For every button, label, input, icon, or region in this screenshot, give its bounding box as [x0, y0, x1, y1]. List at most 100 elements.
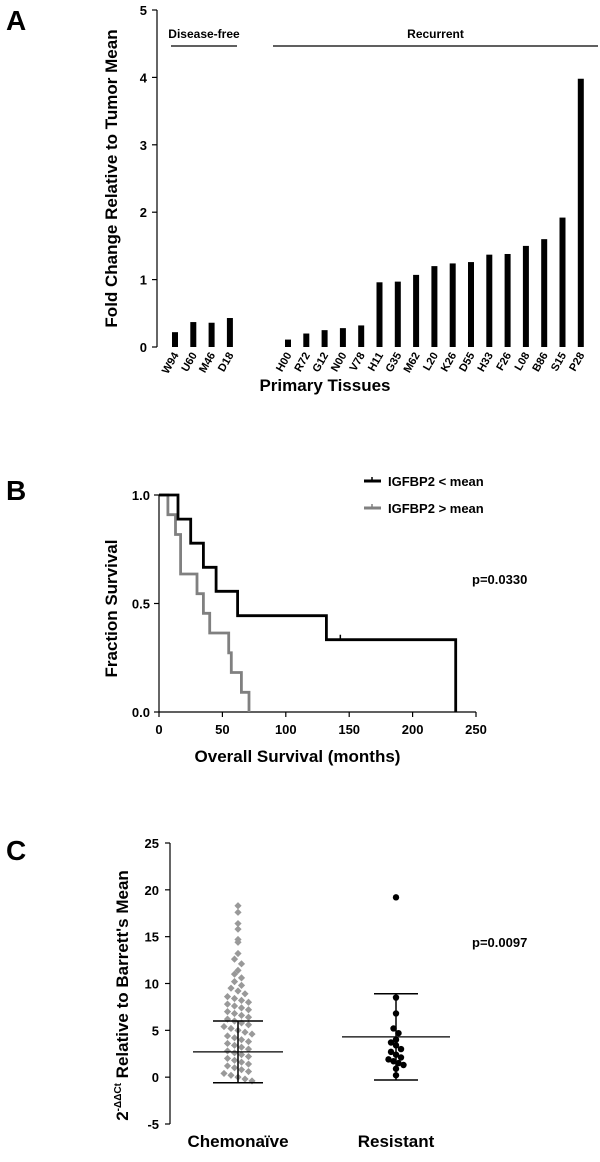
- data-point: [237, 1036, 246, 1044]
- y-axis-title: 2-ΔΔCt Relative to Barrett's Mean: [113, 870, 132, 1121]
- data-point: [237, 981, 246, 989]
- x-tick-label: H11: [366, 351, 386, 374]
- panel-b-survival-chart: 0.0 0.5 1.0 0 50 100 150 200 250 Fraction Surviva…: [102, 474, 527, 766]
- x-tick-label: 250: [465, 722, 487, 737]
- data-point: [234, 949, 242, 958]
- data-point: [387, 1048, 395, 1056]
- x-tick-label: F26: [494, 351, 514, 373]
- data-point: [244, 1060, 253, 1068]
- data-point: [234, 938, 242, 946]
- data-point: [234, 908, 242, 916]
- data-point: [241, 1075, 249, 1083]
- data-point: [230, 1009, 239, 1018]
- x-tick-label: H00: [274, 351, 294, 374]
- data-point: [248, 1030, 256, 1038]
- data-point: [223, 993, 232, 1001]
- bar: [504, 253, 511, 347]
- x-tick-label: M46: [197, 351, 218, 376]
- data-point: [223, 1039, 232, 1048]
- p-value-annotation: p=0.0330: [472, 572, 527, 587]
- data-point: [397, 1045, 405, 1053]
- data-point: [390, 1058, 397, 1065]
- data-point: [237, 1051, 246, 1059]
- panel-a-bar-chart: 0 1 2 3 4 5 Fold Change Relative to Tumor Mean…: [102, 3, 598, 395]
- x-tick-label: L08: [513, 351, 533, 373]
- data-point: [230, 1064, 239, 1072]
- x-tick-label: 200: [402, 722, 424, 737]
- y-tick-label: 3: [140, 138, 147, 153]
- x-tick-label: W94: [160, 350, 182, 376]
- data-point: [395, 1059, 402, 1067]
- bar: [577, 78, 584, 348]
- data-point: [230, 1041, 239, 1049]
- x-tick-label: M62: [402, 351, 423, 376]
- group-label: Disease-free: [168, 27, 240, 41]
- data-point: [237, 974, 246, 982]
- data-point: [227, 984, 235, 992]
- data-point: [223, 1008, 232, 1016]
- data-point: [237, 1004, 246, 1012]
- data-point: [248, 1077, 256, 1085]
- data-point: [230, 955, 239, 963]
- bar: [303, 333, 310, 347]
- data-point: [220, 1069, 228, 1078]
- data-point: [230, 1002, 239, 1010]
- x-axis-title: Overall Survival (months): [195, 747, 401, 766]
- x-tick-label: P28: [567, 351, 587, 374]
- y-tick-label: 10: [145, 977, 159, 992]
- data-point: [223, 1054, 232, 1063]
- y-tick-label: 0: [140, 340, 147, 355]
- bar: [376, 282, 383, 347]
- y-tick-label: 1.0: [132, 488, 150, 503]
- data-point: [400, 1061, 407, 1069]
- y-tick-label: 0.0: [132, 705, 150, 720]
- data-point: [244, 1052, 253, 1061]
- data-point: [230, 1049, 239, 1057]
- data-point: [234, 919, 242, 928]
- legend-label: IGFBP2 > mean: [388, 501, 484, 516]
- survival-curve: [159, 493, 251, 712]
- bar: [394, 281, 401, 347]
- y-axis-title: Fraction Survival: [102, 540, 121, 678]
- bar: [541, 239, 548, 347]
- bar: [358, 325, 365, 347]
- x-tick-label: U60: [179, 351, 199, 374]
- x-tick-label: 100: [275, 722, 297, 737]
- bar: [486, 254, 493, 347]
- data-point: [244, 1067, 253, 1076]
- y-tick-label: 5: [152, 1023, 159, 1038]
- data-point: [223, 1062, 232, 1070]
- data-point: [244, 998, 253, 1006]
- data-point: [230, 1034, 239, 1042]
- panel-c-dot-plot: -5 0 5 10 15 20 25 2-ΔΔCt Relative to Barrett's…: [113, 836, 527, 1151]
- data-point: [223, 1047, 232, 1055]
- x-tick-label: V78: [348, 351, 368, 374]
- x-tick-label: Resistant: [358, 1132, 435, 1151]
- x-tick-label: G35: [384, 351, 405, 375]
- panel-label-b: B: [6, 475, 26, 506]
- data-point: [230, 1056, 239, 1064]
- x-axis-title: Primary Tissues: [259, 376, 390, 395]
- y-tick-label: 20: [145, 883, 159, 898]
- survival-curve: [159, 493, 458, 712]
- bar: [321, 330, 328, 347]
- data-point: [237, 1019, 246, 1027]
- data-point: [223, 1032, 232, 1040]
- y-tick-label: 5: [140, 3, 147, 18]
- y-tick-label: 0: [152, 1070, 159, 1085]
- bar: [431, 266, 438, 347]
- data-point: [237, 1066, 246, 1074]
- data-point: [230, 978, 239, 986]
- bar: [449, 263, 456, 347]
- data-point: [220, 1022, 228, 1031]
- data-point: [234, 925, 242, 933]
- data-point: [230, 994, 239, 1003]
- x-tick-label: G12: [310, 351, 331, 375]
- data-point: [244, 1045, 253, 1053]
- x-tick-label: 0: [155, 722, 162, 737]
- x-tick-label: H33: [475, 351, 495, 374]
- data-point: [237, 1043, 246, 1051]
- y-axis-title-superscript: -ΔΔCt: [113, 1082, 124, 1111]
- data-point: [234, 966, 242, 974]
